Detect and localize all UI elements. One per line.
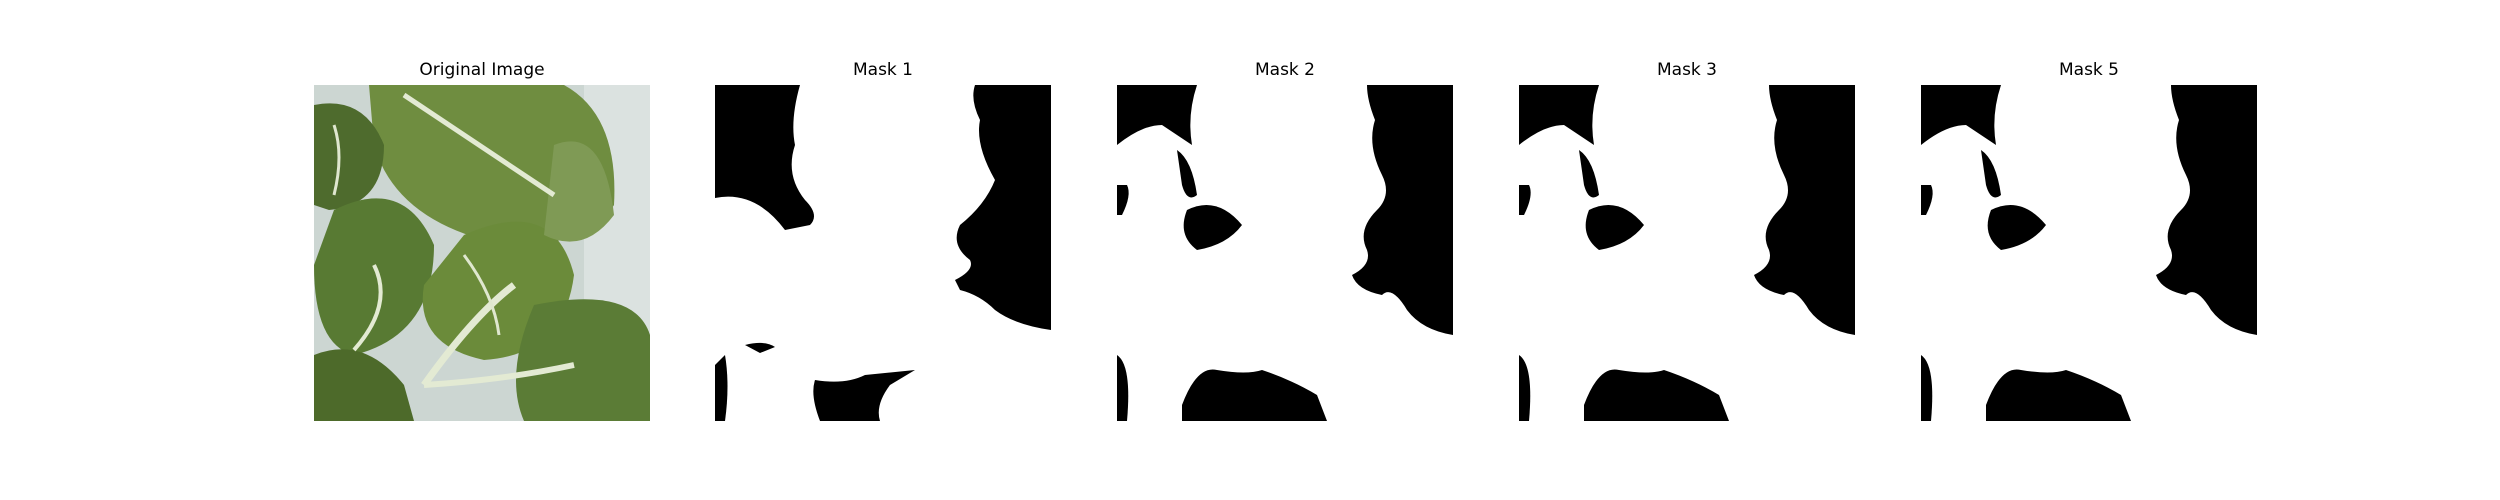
original-image-panel: Original Image xyxy=(314,0,650,500)
original-image xyxy=(314,85,650,421)
mask-1-panel: Mask 1 xyxy=(715,0,1051,500)
mask-2-panel: Mask 2 xyxy=(1117,0,1453,500)
panel-title-mask-3: Mask 3 xyxy=(1656,60,1717,80)
panel-title-mask-1: Mask 1 xyxy=(852,60,913,80)
mask-5-image xyxy=(1921,85,2257,421)
panel-title-mask-2: Mask 2 xyxy=(1254,60,1315,80)
mask-2-image xyxy=(1117,85,1453,421)
mask-3-panel: Mask 3 xyxy=(1519,0,1855,500)
mask-1-image xyxy=(715,85,1051,421)
mask-5-panel: Mask 5 xyxy=(1921,0,2257,500)
panel-title-mask-5: Mask 5 xyxy=(2058,60,2119,80)
mask-3-image xyxy=(1519,85,1855,421)
panel-title-original: Original Image xyxy=(419,60,545,80)
